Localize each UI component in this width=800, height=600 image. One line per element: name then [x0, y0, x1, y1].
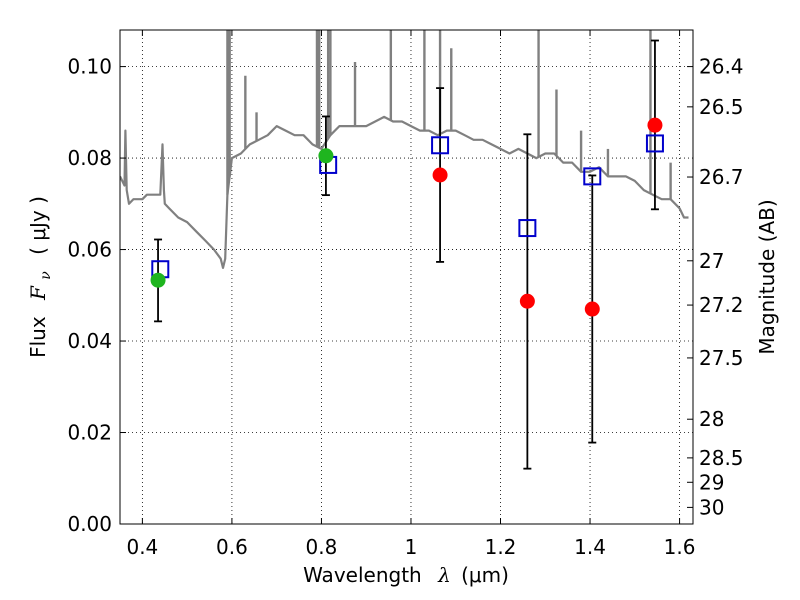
mag-tick-label: 27.5 — [699, 346, 744, 370]
x-tick-label: 0.6 — [216, 535, 248, 559]
y-tick-label: 0.06 — [67, 238, 112, 262]
red-point — [584, 301, 600, 317]
y-axis-label-unit: ( μJy ) — [26, 196, 50, 255]
y-axis-label: Flux F ν ( μJy ) — [26, 196, 55, 358]
mag-tick-label: 26.5 — [699, 95, 744, 119]
mag-tick-label: 26.4 — [699, 55, 744, 79]
x-tick-label: 0.8 — [306, 535, 338, 559]
x-tick-label: 0.4 — [126, 535, 158, 559]
mag-tick-label: 30 — [699, 495, 724, 519]
plot-frame — [119, 29, 694, 525]
x-tick-label: 1 — [405, 535, 418, 559]
mag-tick-label: 28.5 — [699, 446, 744, 470]
x-axis-label-unit: (μm) — [461, 563, 509, 587]
right-axis-label: Magnitude (AB) — [755, 199, 779, 354]
x-axis-label-symbol: λ — [437, 563, 451, 587]
model-spectrum-line — [120, 115, 689, 269]
axis-labels: Wavelength λ (μm) Flux F ν ( μJy ) Magni… — [26, 196, 779, 587]
mag-tick-label: 26.7 — [699, 165, 744, 189]
y-tick-label: 0.04 — [67, 329, 112, 353]
y-tick-label: 0.00 — [67, 512, 112, 536]
square-marker — [645, 134, 664, 153]
x-tick-label: 1.6 — [664, 535, 696, 559]
x-axis-label-text: Wavelength — [303, 563, 422, 587]
x-axis-label: Wavelength λ (μm) — [303, 563, 509, 587]
grid — [120, 30, 693, 525]
mag-tick-label: 28 — [699, 407, 724, 431]
y-tick-label: 0.02 — [67, 421, 112, 445]
y-axis-label-subscript: ν — [38, 271, 54, 280]
y-axis-label-symbol: F — [26, 285, 50, 301]
red-point — [519, 293, 535, 309]
green-point — [318, 148, 334, 164]
y-axis-label-text: Flux — [26, 316, 50, 358]
green-point — [150, 272, 166, 288]
square-marker — [431, 136, 450, 155]
x-tick-label: 1.2 — [485, 535, 517, 559]
y-tick-label: 0.08 — [67, 146, 112, 170]
square-marker — [583, 167, 602, 186]
mag-tick-label: 27.2 — [699, 293, 744, 317]
mag-tick-label: 27 — [699, 249, 724, 273]
axis-ticks: 0.4 0.6 0.8 1 1.2 1.4 1.6 0.00 0.02 0.04 0.06 0.08 0… — [67, 30, 744, 559]
red-point — [432, 167, 448, 183]
x-tick-label: 1.4 — [574, 535, 606, 559]
square-marker — [518, 219, 537, 238]
red-point — [647, 117, 663, 133]
y-tick-label: 0.10 — [67, 55, 112, 79]
mag-tick-label: 29 — [699, 470, 724, 494]
plot-data — [120, 30, 689, 470]
